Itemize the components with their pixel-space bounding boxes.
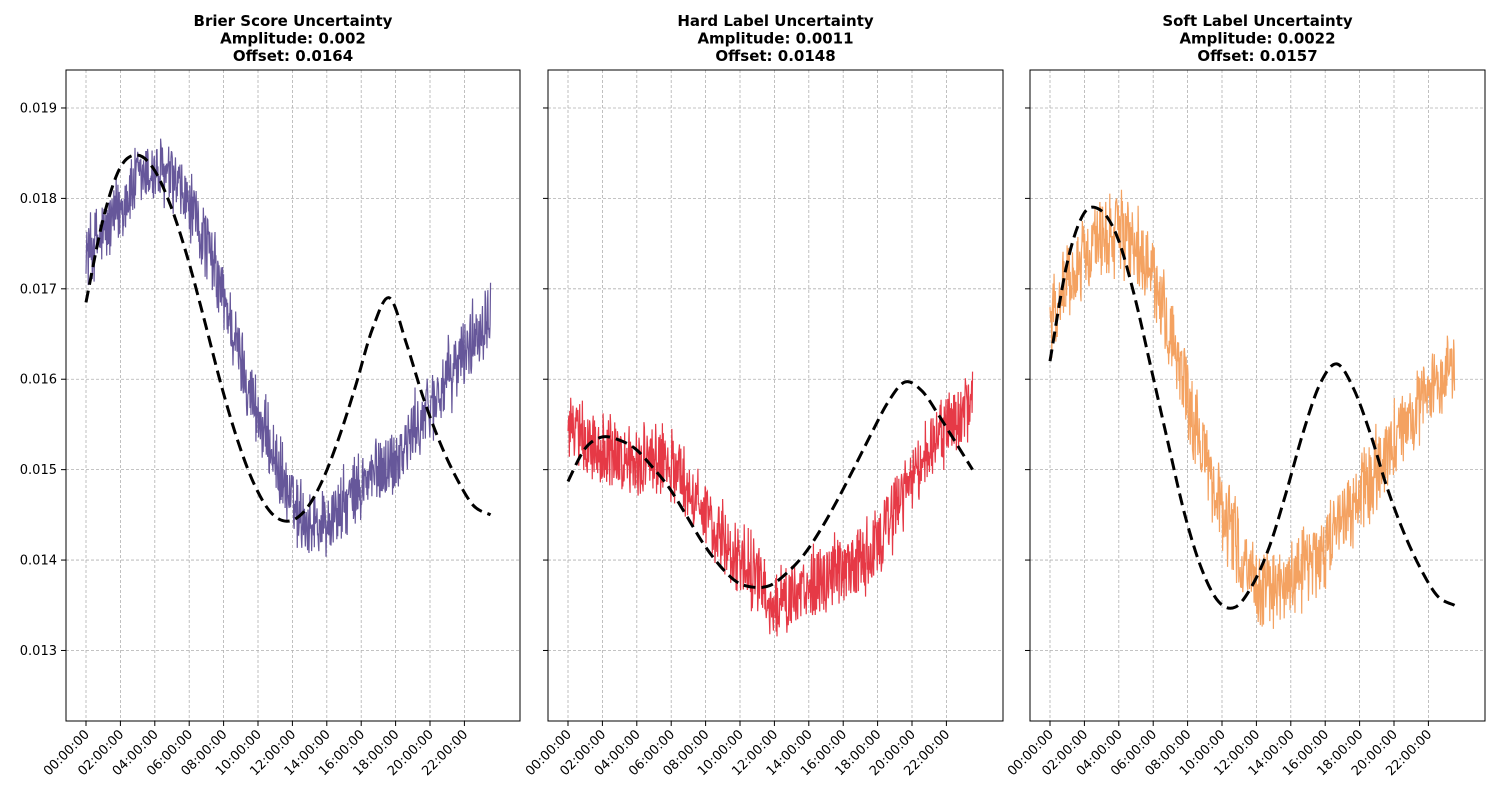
y-tick-label: 0.016 xyxy=(20,373,57,388)
y-tick-label: 0.015 xyxy=(20,463,57,478)
y-tick-label: 0.019 xyxy=(20,101,57,116)
chart-title-line: Hard Label Uncertainty xyxy=(677,12,874,30)
chart-title-line: Amplitude: 0.002 xyxy=(220,30,366,48)
series-fit xyxy=(84,153,492,523)
chart-title-line: Offset: 0.0148 xyxy=(715,47,835,65)
series-observed xyxy=(1049,189,1456,629)
y-tick-label: 0.017 xyxy=(20,282,57,297)
series-observed xyxy=(567,371,974,637)
series-observed xyxy=(85,138,492,557)
chart-title-line: Offset: 0.0157 xyxy=(1197,47,1317,65)
chart-title-line: Soft Label Uncertainty xyxy=(1162,12,1353,30)
axes-frame xyxy=(65,69,521,722)
chart-title-line: Brier Score Uncertainty xyxy=(194,12,393,30)
plot-area xyxy=(84,138,492,557)
chart-title-line: Amplitude: 0.0022 xyxy=(1179,30,1335,48)
plot-area xyxy=(1048,189,1456,629)
y-tick-label: 0.018 xyxy=(20,192,57,207)
plot-area xyxy=(566,371,974,637)
series-fit xyxy=(1048,205,1456,610)
y-tick-label: 0.013 xyxy=(20,644,57,659)
axes-frame xyxy=(547,69,1004,722)
series-fit xyxy=(566,380,974,590)
chart-title-line: Offset: 0.0164 xyxy=(233,47,353,65)
y-tick-label: 0.014 xyxy=(20,554,57,569)
axes-frame xyxy=(1029,69,1486,722)
chart-title-line: Amplitude: 0.0011 xyxy=(697,30,853,48)
